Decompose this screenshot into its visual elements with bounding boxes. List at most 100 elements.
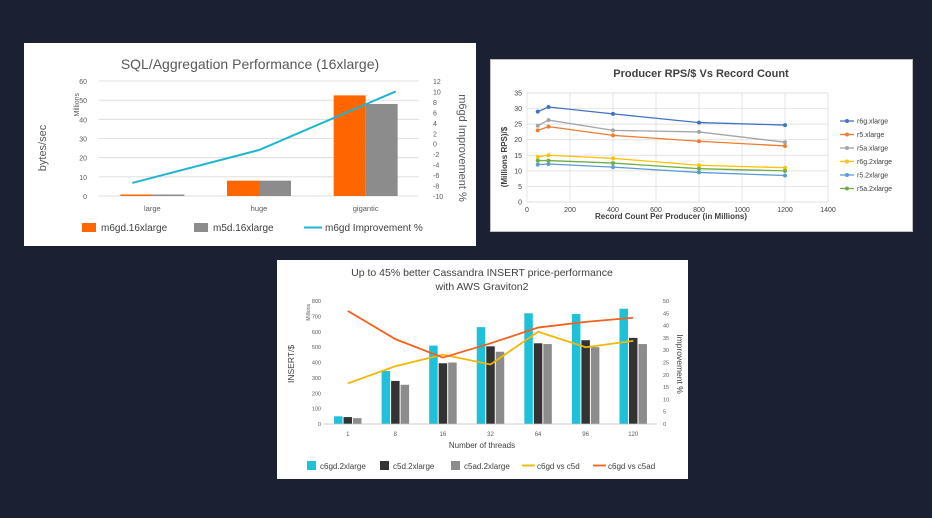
y2-tick-label: 6 bbox=[433, 110, 437, 117]
bar-m6gd-16xlarge-large bbox=[120, 194, 153, 196]
y-tick-label: 60 bbox=[79, 79, 87, 86]
point-r6g-2xlarge bbox=[611, 156, 615, 161]
y-tick-label: 200 bbox=[312, 391, 321, 397]
point-r5a-2xlarge bbox=[783, 168, 787, 173]
y2-tick-label: 0 bbox=[663, 422, 666, 428]
y-tick-label: 40 bbox=[79, 117, 87, 124]
line-r6g-xlarge bbox=[537, 106, 786, 126]
bar-c5ad-2xlarge-8 bbox=[400, 384, 410, 424]
legend-item-c5d-2xlarge: c5d.2xlarge bbox=[380, 461, 435, 471]
point-r5a-xlarge bbox=[546, 118, 551, 123]
bar-c5d-2xlarge-120 bbox=[628, 337, 638, 424]
y-tick-label: 300 bbox=[312, 376, 321, 382]
point-r6g-2xlarge bbox=[697, 163, 701, 168]
y-tick-label: 30 bbox=[79, 137, 87, 144]
bar-c5d-2xlarge-96 bbox=[581, 340, 590, 424]
point-r6g-xlarge bbox=[697, 120, 701, 125]
line-c6gd-vs-c5ad bbox=[347, 310, 634, 359]
legend-label: r5.2xlarge bbox=[857, 173, 888, 180]
series-r5a-xlarge bbox=[535, 118, 787, 145]
y-tick-label: 500 bbox=[312, 345, 321, 351]
series-r5a-2xlarge bbox=[535, 158, 787, 173]
point-r5a-xlarge bbox=[535, 123, 540, 128]
x-tick-label: large bbox=[144, 204, 161, 213]
bar-m6gd-16xlarge-huge bbox=[227, 180, 259, 196]
point-r5a-xlarge bbox=[611, 128, 615, 133]
bar-m5d-16xlarge-large bbox=[152, 194, 185, 196]
bar-c5ad-2xlarge-120 bbox=[638, 344, 647, 424]
legend-label: r5a.xlarge bbox=[857, 146, 888, 153]
x-axis-label: Record Count Per Producer (in Millions) bbox=[595, 212, 747, 221]
point-r5a-2xlarge bbox=[697, 166, 701, 171]
y-tick-label: 10 bbox=[79, 175, 87, 182]
point-r6g-xlarge bbox=[611, 111, 615, 116]
x-axis-label: Number of threads bbox=[449, 441, 515, 450]
point-r5-xlarge bbox=[535, 128, 540, 133]
legend-item-r5-2xlarge: r5.2xlarge bbox=[840, 173, 888, 180]
legend-marker bbox=[845, 173, 849, 177]
bar-c6gd-2xlarge-64 bbox=[524, 313, 533, 424]
legend-item-r5a-xlarge: r5a.xlarge bbox=[840, 146, 888, 153]
x-tick-label: 0 bbox=[525, 207, 529, 214]
point-r5-xlarge bbox=[697, 139, 701, 144]
legend-label: c6gd vs c5ad bbox=[608, 462, 655, 471]
legend-swatch bbox=[380, 461, 389, 470]
point-r5-2xlarge bbox=[697, 170, 701, 175]
point-r5-xlarge bbox=[546, 124, 551, 129]
chart-subtitle: with AWS Graviton2 bbox=[435, 281, 529, 293]
y-axis-label: INSERT/$ bbox=[286, 345, 296, 383]
bar-c5ad-2xlarge-96 bbox=[590, 347, 600, 424]
y-tick-label: 35 bbox=[514, 91, 522, 98]
legend-marker bbox=[845, 186, 849, 191]
y-axis-label: (Millions RPS)/$ bbox=[500, 126, 509, 187]
legend-label: m6gd.16xlarge bbox=[101, 223, 168, 234]
bar-c5d-2xlarge-16 bbox=[438, 363, 448, 424]
cassandra-insert-chart-panel: Up to 45% better Cassandra INSERT price-… bbox=[277, 260, 688, 479]
legend-label: r6g.xlarge bbox=[857, 119, 888, 126]
legend-item-m5d-16xlarge: m5d.16xlarge bbox=[194, 223, 274, 234]
bar-c5ad-2xlarge-64 bbox=[543, 344, 552, 424]
point-r5-2xlarge bbox=[535, 162, 540, 167]
x-tick-label: 1 bbox=[346, 432, 350, 438]
y-tick-label: 0 bbox=[83, 194, 87, 201]
x-tick-label: 8 bbox=[394, 432, 398, 438]
y-tick-label: 0 bbox=[318, 422, 321, 428]
y-tick-label: 100 bbox=[312, 407, 321, 413]
legend-item-c6gd-vs-c5d: c6gd vs c5d bbox=[522, 462, 580, 471]
legend-item-r5-xlarge: r5.xlarge bbox=[840, 132, 884, 139]
y2-tick-label: 0 bbox=[433, 142, 437, 149]
legend-item-m6gd-16xlarge: m6gd.16xlarge bbox=[82, 223, 168, 234]
y2-tick-label: 45 bbox=[663, 311, 669, 317]
bar-c5ad-2xlarge-16 bbox=[448, 362, 457, 424]
y2-tick-label: -4 bbox=[433, 163, 439, 170]
y-tick-label: 20 bbox=[79, 156, 87, 163]
x-tick-label: 600 bbox=[650, 207, 662, 214]
y-tick-label: 5 bbox=[518, 184, 522, 191]
y-tick-label: 50 bbox=[79, 98, 87, 105]
point-r6g-2xlarge bbox=[546, 153, 551, 158]
point-r5a-xlarge bbox=[697, 129, 701, 134]
y2-tick-label: 30 bbox=[663, 348, 669, 354]
y2-tick-label: 2 bbox=[433, 131, 437, 138]
point-r5-xlarge bbox=[783, 143, 787, 148]
x-tick-label: 1400 bbox=[820, 207, 836, 214]
producer-rps-chart-panel: Producer RPS/$ Vs Record Count 0 5 10 15 20 2… bbox=[490, 59, 913, 232]
point-r5a-2xlarge bbox=[546, 158, 551, 163]
bar-c6gd-2xlarge-1 bbox=[334, 416, 343, 424]
y2-tick-label: -10 bbox=[433, 194, 443, 201]
y2-tick-label: -8 bbox=[433, 184, 439, 191]
legend-marker bbox=[845, 146, 849, 150]
chart-title: Up to 45% better Cassandra INSERT price-… bbox=[351, 267, 613, 279]
x-tick-label: 64 bbox=[535, 432, 542, 438]
legend-swatch bbox=[194, 223, 208, 232]
y2-tick-label: -2 bbox=[433, 152, 439, 159]
bar-c5d-2xlarge-32 bbox=[486, 346, 495, 424]
x-tick-label: 120 bbox=[628, 432, 639, 438]
bar-c5ad-2xlarge-1 bbox=[353, 418, 362, 424]
legend-item-c5ad-2xlarge: c5ad.2xlarge bbox=[451, 461, 510, 471]
y-tick-label: 20 bbox=[514, 137, 522, 144]
legend-swatch bbox=[451, 461, 460, 470]
cassandra-insert-chart: Up to 45% better Cassandra INSERT price-… bbox=[286, 267, 685, 471]
point-r6g-xlarge bbox=[535, 109, 540, 114]
series-r6g-2xlarge bbox=[535, 153, 787, 170]
